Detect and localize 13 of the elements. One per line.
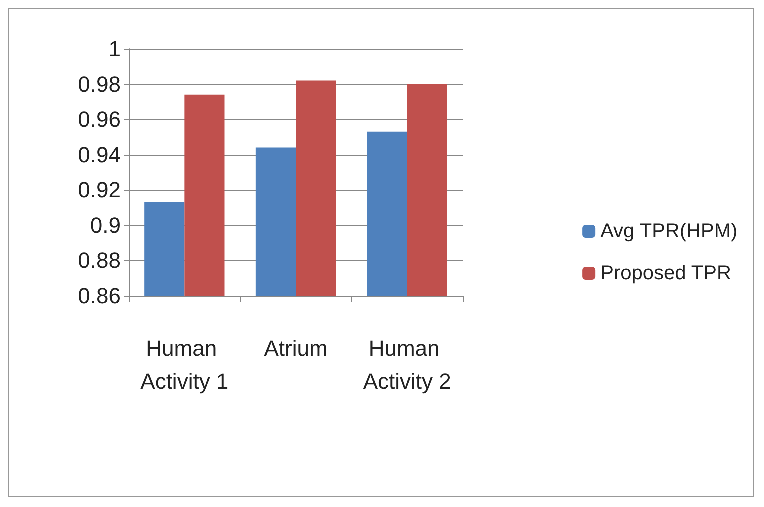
y-tick-label: 0.96 [78,107,121,132]
x-tick-label: Atrium [264,336,328,361]
y-tick-label: 1 [108,36,121,62]
y-tick-label: 0.94 [78,142,121,168]
y-tick-label: 0.9 [90,212,121,238]
x-tick-label: Human Activity 2 [363,336,452,394]
legend-label: Avg TPR(HPM) [600,220,738,242]
legend-label: Proposed TPR [600,262,732,284]
y-tick-label: 0.92 [78,178,121,203]
y-tick-label: 0.98 [78,72,121,97]
y-tick-label: 0.88 [78,248,121,274]
x-tick-label: Human Activity 1 [140,336,229,394]
y-tick-label: 0.86 [78,284,121,308]
